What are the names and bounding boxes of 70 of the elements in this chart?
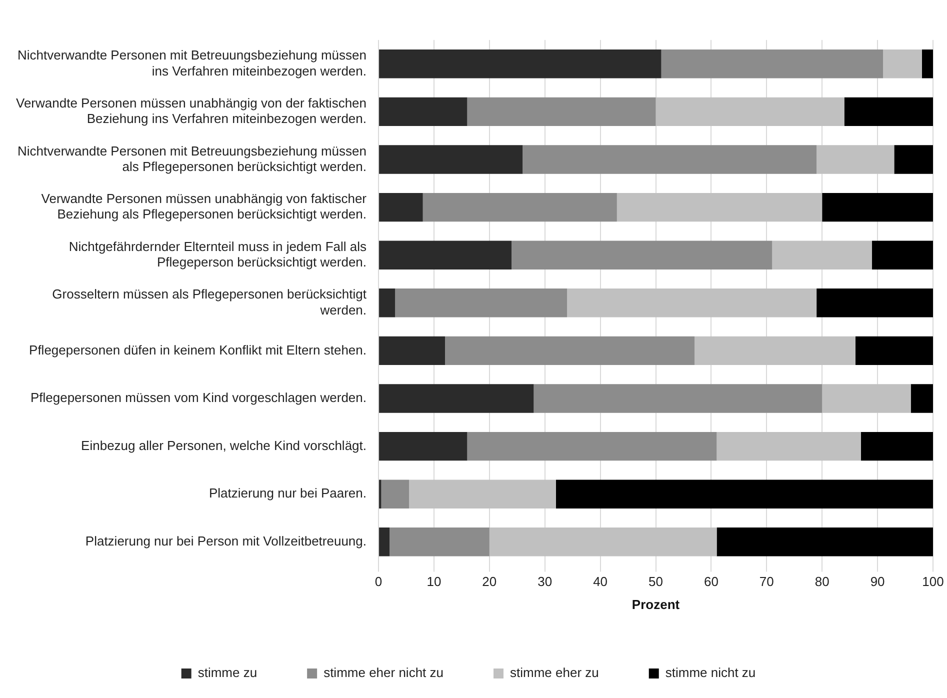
bar xyxy=(772,240,872,270)
bar xyxy=(379,528,390,556)
x-axis-title: Prozent xyxy=(632,596,680,612)
bar xyxy=(872,240,933,270)
bar xyxy=(816,288,933,318)
y-tick-label: Grosseltern müssen als Pflegepersonen berücksichtigt werden. xyxy=(52,286,367,318)
bar xyxy=(844,97,933,126)
bar xyxy=(656,97,844,126)
bar xyxy=(522,145,817,174)
x-tick-label: 0 xyxy=(374,574,382,590)
y-tick-label: Platzierung nur bei Person mit Vollzeitbetreuung. xyxy=(85,533,367,548)
x-tick-label: 80 xyxy=(814,574,830,590)
bar xyxy=(922,50,933,78)
y-tick-label: Pflegepersonen düfen in keinem Konflikt mit Eltern stehen. xyxy=(29,342,367,358)
y-tick-label: Verwandte Personen müssen unabhängig von der faktischen Beziehung ins Verfahren miteinbezogen werden. xyxy=(16,95,367,126)
x-tick-label: 20 xyxy=(482,574,497,590)
bar xyxy=(822,384,911,413)
y-tick-label: Nichtverwandte Personen mit Betreuungsbeziehung müssen als Pflegepersonen berücksichtigt werden. xyxy=(17,143,367,174)
bar xyxy=(390,528,490,556)
bar xyxy=(716,528,933,556)
x-tick-label: 90 xyxy=(870,574,885,590)
bar xyxy=(467,97,656,126)
x-tick-label: 60 xyxy=(704,574,718,590)
y-tick-label: Einbezug aller Personen, welche Kind vorschlägt. xyxy=(81,438,367,453)
bar xyxy=(379,384,534,413)
x-tick-label: 50 xyxy=(648,574,663,590)
y-tick-label: Nichtverwandte Personen mit Betreuungsbeziehung müssen ins Verfahren miteinbezogen werden. xyxy=(17,48,367,78)
y-tick-label: Nichtgefährdernder Elternteil muss in jedem Fall als Pflegeperson berücksichtigt werden. xyxy=(68,238,368,270)
bar xyxy=(512,240,772,270)
bar xyxy=(381,480,410,508)
legend-label: stimme zu xyxy=(198,665,258,680)
y-tick-label: Verwandte Personen müssen unabhängig von faktischer Beziehung als Pflegepersonen berücksichtigt werden. xyxy=(41,191,368,222)
y-tick-label: Platzierung nur bei Paaren. xyxy=(208,486,367,501)
bar xyxy=(422,192,617,222)
bar xyxy=(409,480,556,508)
legend-label: stimme nicht zu xyxy=(665,665,756,680)
bar xyxy=(379,432,468,461)
bar xyxy=(822,192,933,222)
bar xyxy=(534,384,822,413)
x-tick-label: 10 xyxy=(426,574,442,590)
bar xyxy=(379,288,396,318)
bar xyxy=(489,528,717,556)
bar xyxy=(816,145,894,174)
bar xyxy=(445,336,695,366)
bar xyxy=(556,480,933,508)
bar xyxy=(379,50,662,78)
bar xyxy=(395,288,568,318)
bar xyxy=(379,145,523,174)
bar xyxy=(379,240,512,270)
bar xyxy=(379,336,446,366)
bar xyxy=(694,336,856,366)
bar xyxy=(855,336,933,366)
bar xyxy=(616,192,822,222)
y-tick-label: Pflegepersonen müssen vom Kind vorgeschlagen werden. xyxy=(30,390,367,406)
bar xyxy=(883,50,922,78)
bar xyxy=(467,432,717,461)
x-tick-label: 40 xyxy=(593,574,608,590)
x-tick-label: 30 xyxy=(538,574,552,590)
bar xyxy=(379,192,423,222)
bar xyxy=(910,384,933,413)
bar xyxy=(894,145,933,174)
bar xyxy=(567,288,817,318)
bar xyxy=(860,432,933,461)
bar xyxy=(379,97,468,126)
legend-label: stimme eher nicht zu xyxy=(324,665,444,680)
x-tick-label: 100 xyxy=(922,574,944,590)
bar xyxy=(661,50,884,78)
bar xyxy=(716,432,861,461)
x-tick-label: 70 xyxy=(759,574,774,590)
legend-label: stimme eher zu xyxy=(510,665,599,680)
